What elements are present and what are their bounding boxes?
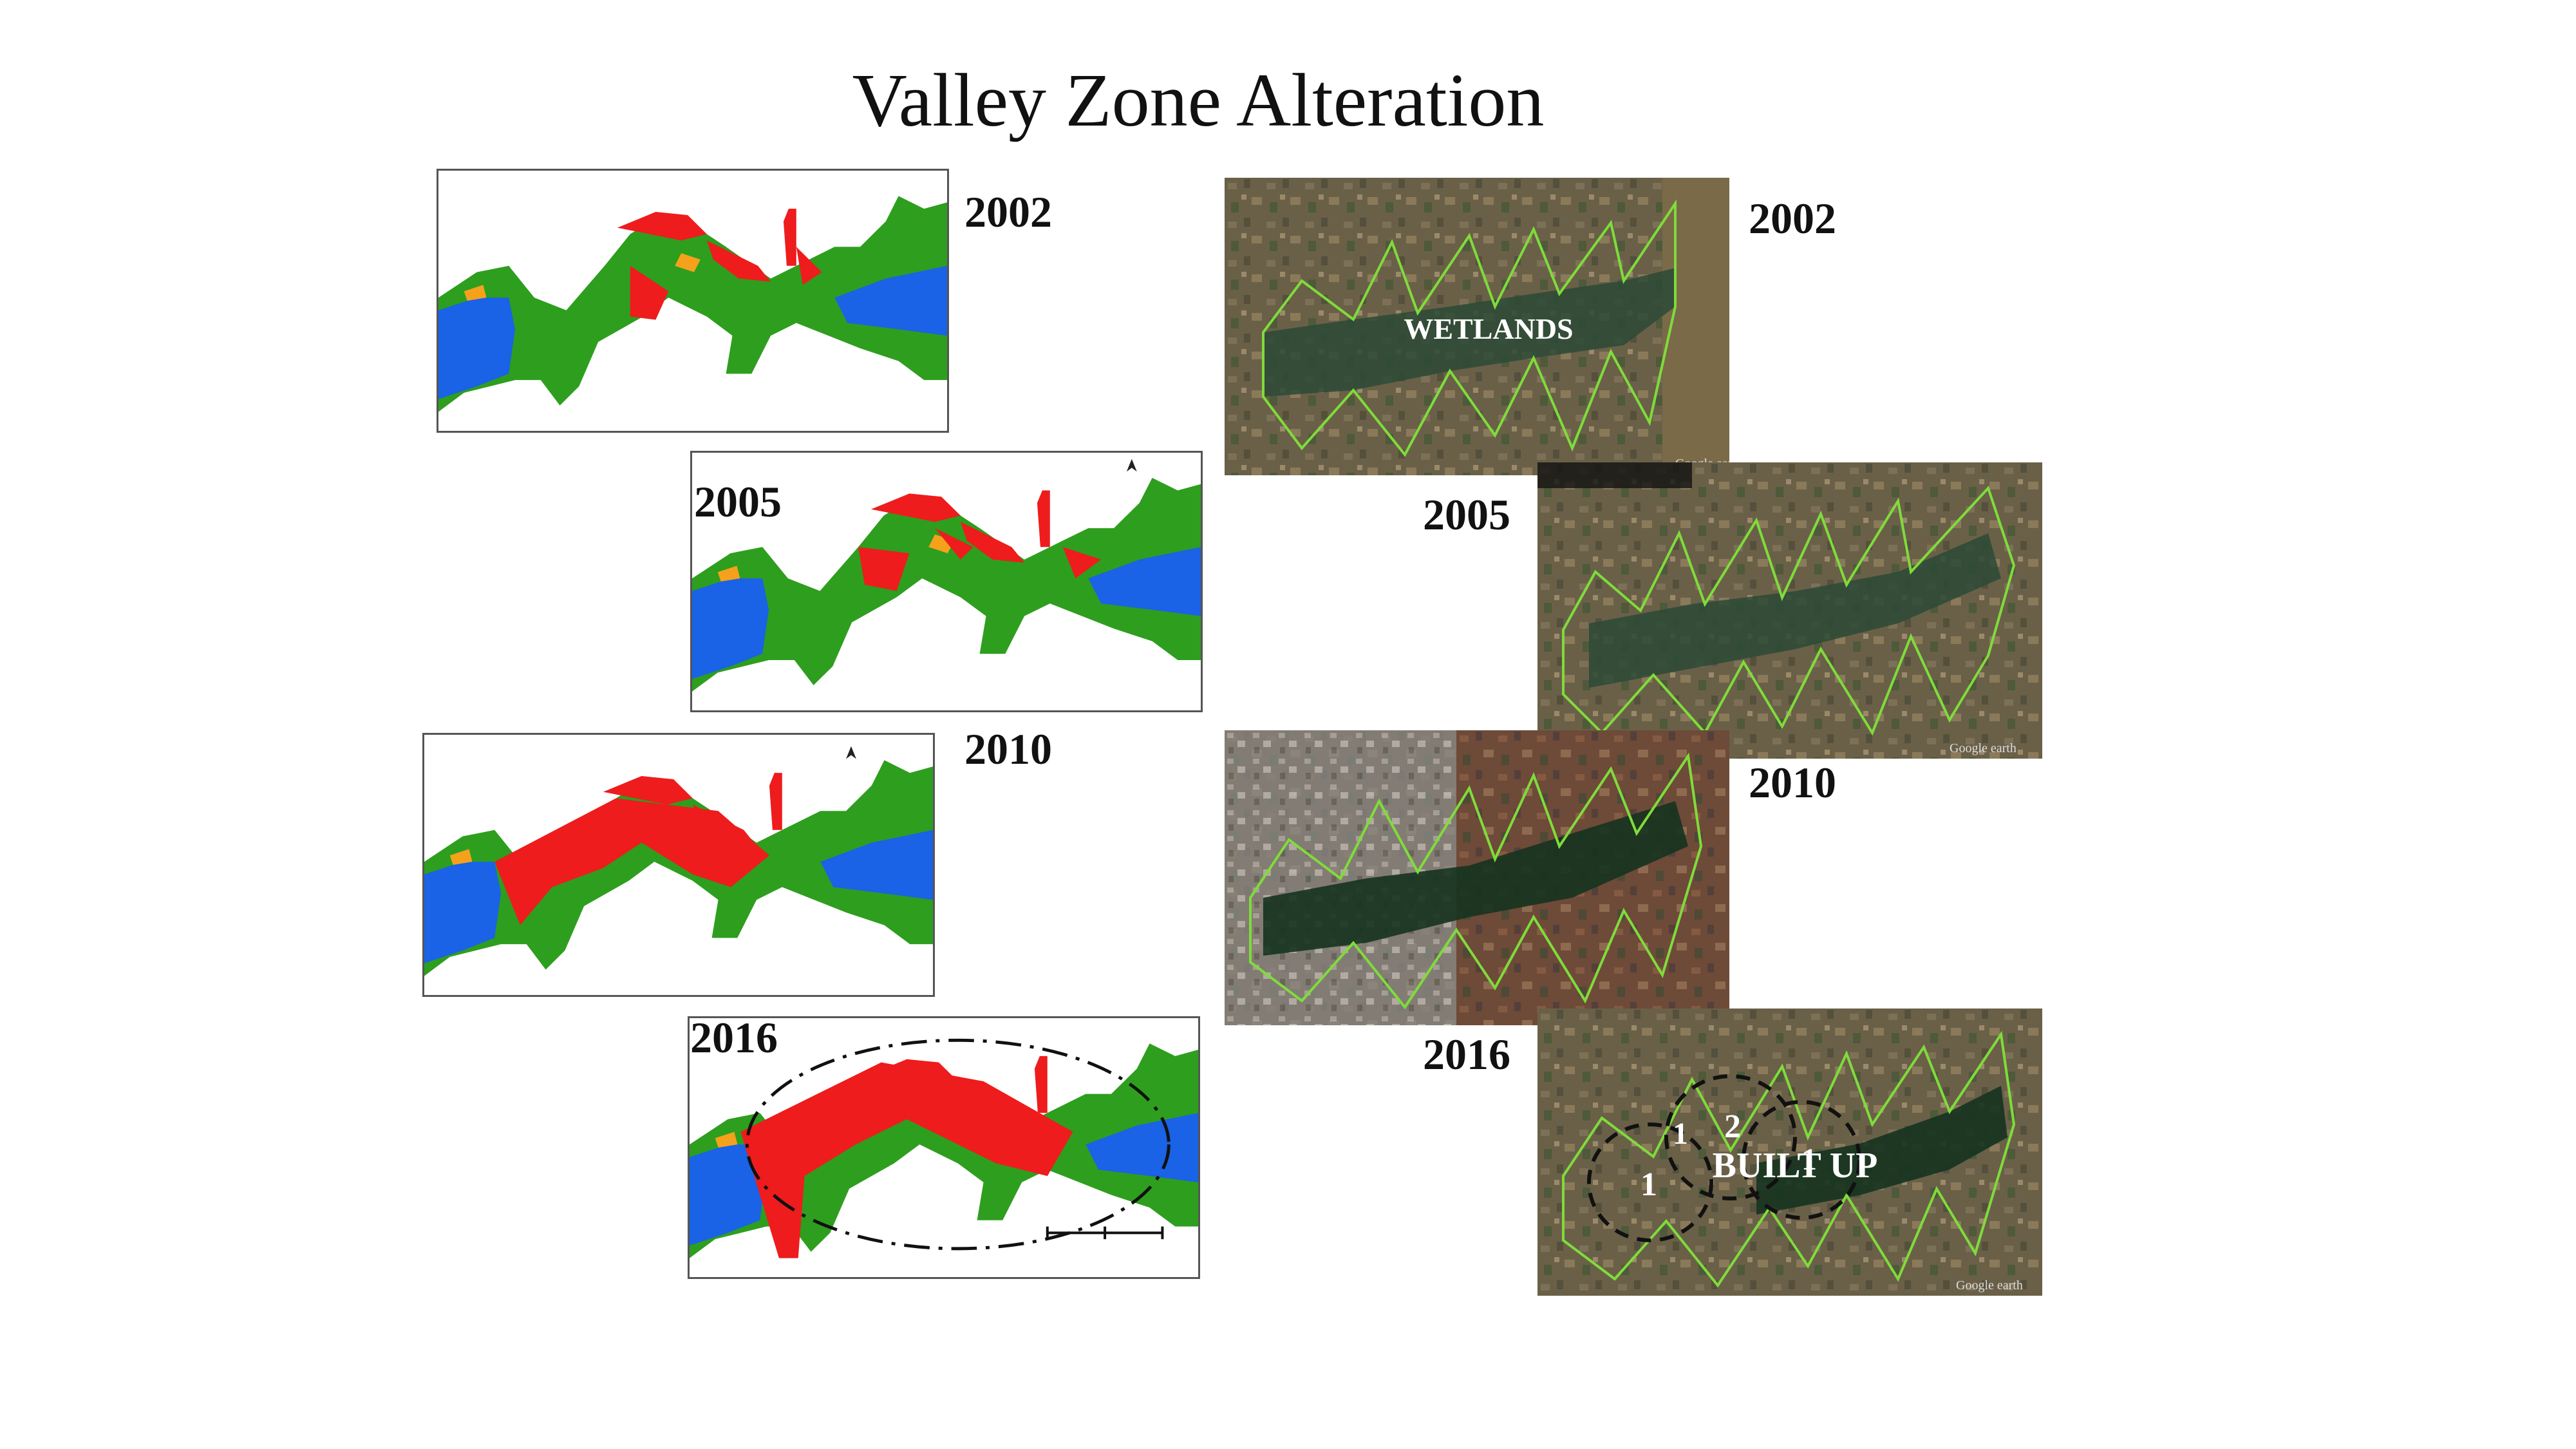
scale-bar [1046,1226,1164,1240]
satellite-2005: Google earth [1537,462,2042,759]
map-2010 [422,733,935,997]
map-year-2010: 2010 [964,724,1052,773]
satellite-image-2010: Google earth [1225,730,1729,1025]
sat-year-2010: 2010 [1749,758,1836,807]
builtup-label: BUILT UP [1713,1146,1878,1186]
map-2016 [688,1016,1200,1279]
sat-year-2016: 2016 [1423,1030,1510,1079]
north-arrow-icon [846,746,856,759]
landuse-map-2002 [438,196,947,412]
map-year-2002: 2002 [964,187,1052,236]
sat-year-2005: 2005 [1423,490,1510,539]
google-earth-watermark: Google earth [1956,1278,2023,1293]
satellite-image-2016: 1 1 2 1 BUILT UP Google earth [1537,1009,2042,1296]
page-title: Valley Zone Alteration [852,58,1545,142]
satellite-image-2002: WETLANDS Google earth [1225,178,1729,475]
map-2005 [690,451,1203,712]
satellite-2016: 1 1 2 1 BUILT UP Google earth [1537,1009,2042,1296]
satellite-2002: WETLANDS Google earth [1225,178,1729,475]
wetlands-label: WETLANDS [1404,312,1573,345]
landuse-map-2005 [692,459,1201,692]
satellite-2010: Google earth [1225,730,1729,1025]
map-year-2005: 2005 [694,477,782,526]
map-year-2016: 2016 [690,1013,778,1062]
map-2002 [437,169,949,433]
google-earth-watermark: Google earth [1950,741,2017,755]
satellite-image-2005: Google earth [1537,462,2042,759]
zone-number-1c: 1 [1801,1142,1817,1177]
zone-number-1: 1 [1641,1166,1657,1203]
north-arrow-icon [1126,459,1137,472]
landuse-map-2016 [690,1038,1198,1258]
zone-number-2: 2 [1724,1108,1741,1145]
sat-year-2002: 2002 [1749,194,1836,243]
zone-number-1b: 1 [1673,1117,1688,1151]
landuse-map-2010 [424,746,933,976]
